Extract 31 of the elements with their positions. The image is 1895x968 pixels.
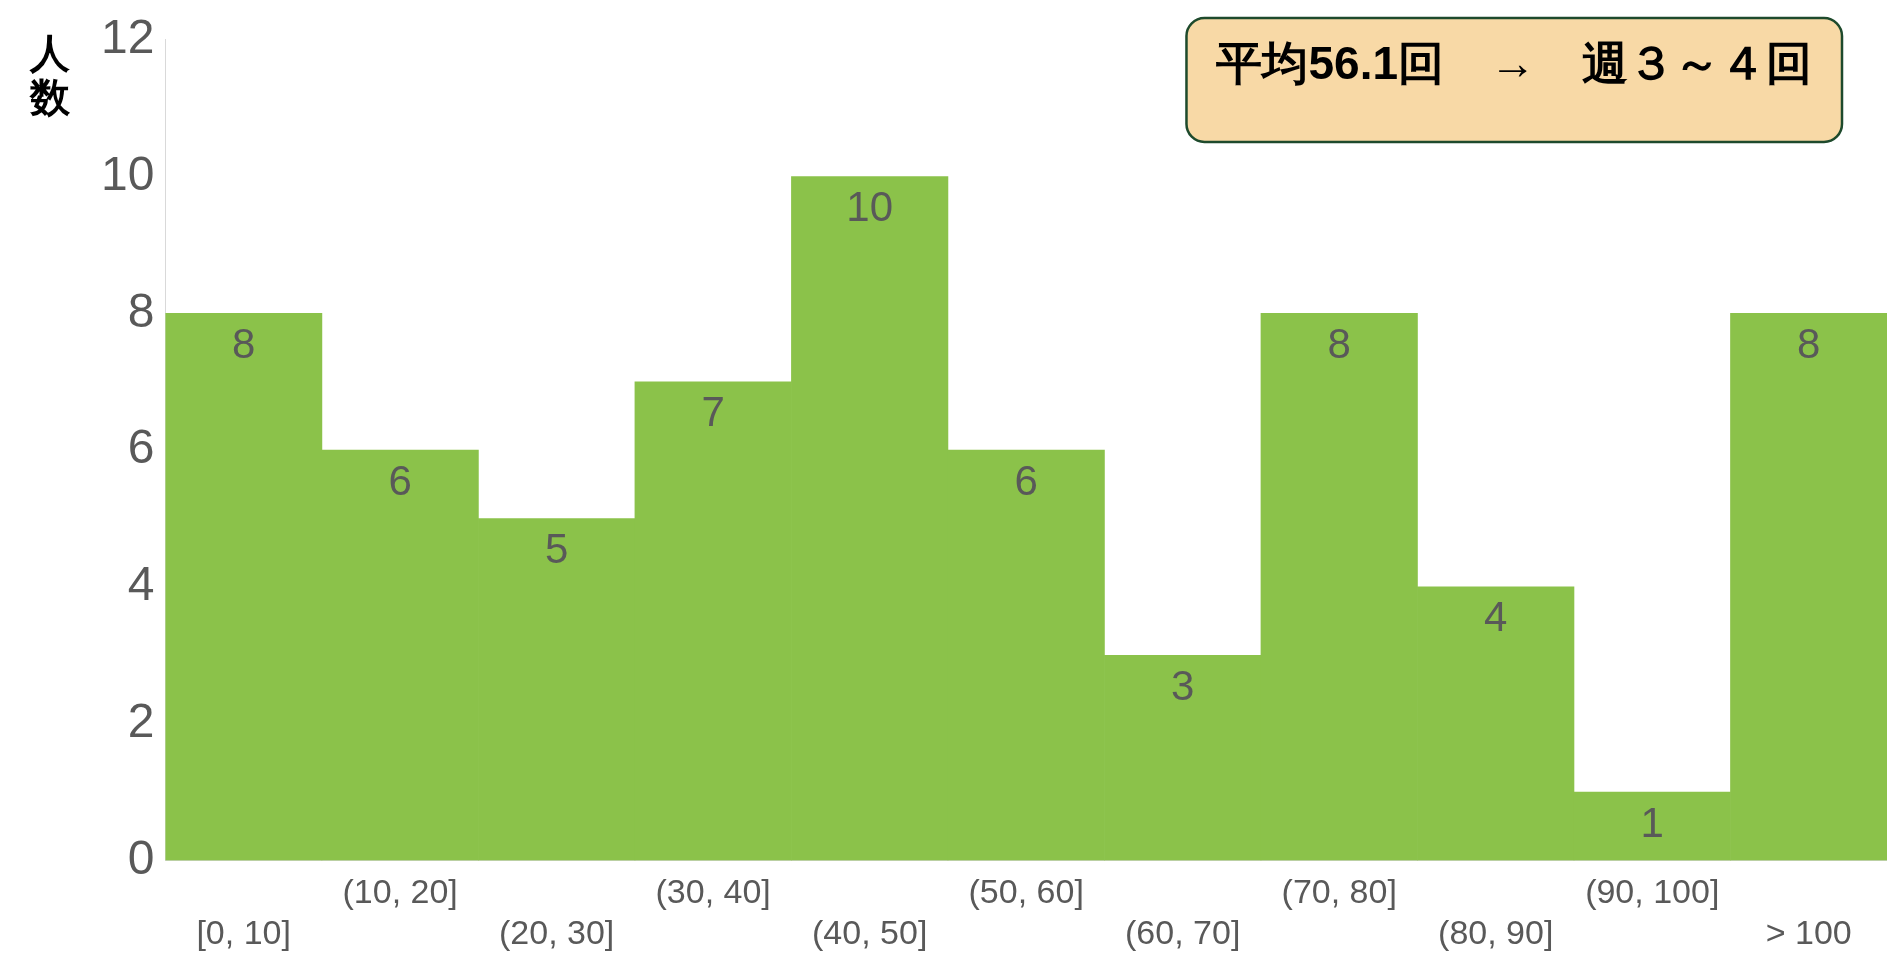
x-tick-label: (10, 20] <box>342 872 458 911</box>
y-tick-label: 2 <box>127 693 155 747</box>
x-tick-label: (90, 100] <box>1585 872 1720 911</box>
y-tick-label: 10 <box>101 146 155 200</box>
x-tick-label: [0, 10] <box>196 912 291 951</box>
y-axis-title: 人数 <box>29 31 71 120</box>
data-label: 7 <box>701 388 725 436</box>
data-label: 5 <box>544 525 569 573</box>
y-tick-label: 12 <box>101 10 155 64</box>
y-tick-label: 4 <box>127 557 155 611</box>
data-label: 6 <box>388 456 412 504</box>
y-tick-label: 6 <box>127 420 155 474</box>
data-label: 10 <box>846 183 894 231</box>
data-label: 8 <box>1797 319 1821 367</box>
x-tick-label: (50, 60] <box>968 872 1084 911</box>
data-label: 4 <box>1484 593 1508 641</box>
x-tick-label: (40, 50] <box>812 912 928 951</box>
x-tick-label: (80, 90] <box>1438 912 1554 951</box>
x-tick-label: > 100 <box>1765 912 1852 951</box>
x-tick-label: (70, 80] <box>1281 872 1397 911</box>
x-tick-label: (30, 40] <box>655 872 771 911</box>
data-label: 8 <box>231 319 256 367</box>
data-label: 6 <box>1014 456 1038 504</box>
data-label: 8 <box>1327 319 1351 367</box>
y-tick-label: 8 <box>127 283 155 337</box>
y-tick-label: 0 <box>127 830 155 884</box>
x-tick-label: (20, 30] <box>499 912 615 951</box>
data-label: 3 <box>1171 661 1195 709</box>
x-tick-label: (60, 70] <box>1125 912 1241 951</box>
data-label: 1 <box>1640 798 1664 846</box>
annotation: 平均56.1回 → 週３～４回 <box>1216 36 1812 89</box>
